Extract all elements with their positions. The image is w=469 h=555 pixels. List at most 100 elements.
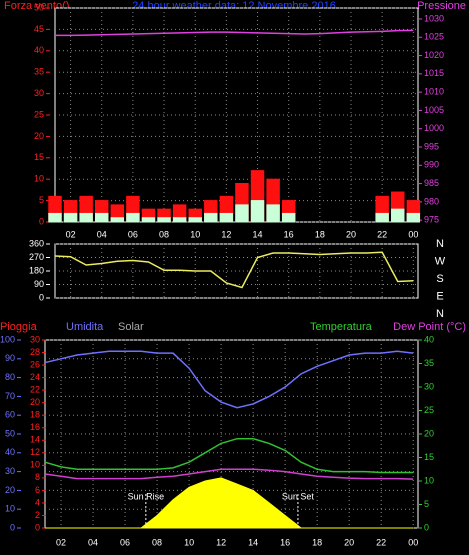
y-tick-label: 50: [5, 428, 15, 438]
line: [44, 468, 414, 480]
x-tick-label: 12: [221, 229, 231, 239]
y-tick-label: 40: [34, 45, 44, 55]
y-tick-label: 26: [30, 359, 40, 369]
bar: [95, 212, 109, 223]
bar: [406, 212, 421, 223]
area: [45, 477, 414, 529]
y-tick-label: 25: [34, 109, 44, 119]
rain-label: Pioggia: [0, 321, 38, 333]
x-tick-label: 04: [88, 537, 98, 547]
bar: [250, 200, 265, 223]
x-tick-label: 06: [120, 537, 130, 547]
bar: [235, 204, 249, 223]
x-tick-label: 00: [408, 537, 418, 547]
compass-label: W: [435, 255, 446, 267]
line: [44, 437, 414, 474]
line: [44, 350, 414, 409]
y-tick-label: 14: [30, 435, 40, 445]
x-tick-label: 08: [152, 537, 162, 547]
compass-label: N: [436, 308, 444, 320]
y-tick-label: 5: [424, 499, 429, 509]
bar: [157, 217, 171, 223]
y-tick-label: 50: [34, 2, 44, 12]
y-tick-label: 28: [30, 347, 40, 357]
bar: [79, 212, 93, 223]
x-tick-label: 08: [159, 229, 169, 239]
bar: [266, 204, 280, 223]
y-tick-label: 20: [34, 131, 44, 141]
y-tick-label: 360: [29, 238, 44, 248]
x-tick-label: 22: [377, 229, 387, 239]
y-tick-label: 990: [424, 160, 439, 170]
x-tick-label: 18: [315, 229, 325, 239]
y-tick-label: 0: [39, 216, 44, 226]
y-tick-label: 10: [424, 475, 434, 485]
y-tick-label: 90: [5, 353, 15, 363]
x-tick-label: 16: [284, 229, 294, 239]
y-tick-label: 8: [35, 472, 40, 482]
bar: [188, 217, 202, 223]
y-tick-label: 90: [34, 279, 44, 289]
dew-point-label: Dew Point (°C): [393, 321, 466, 333]
y-tick-label: 4: [35, 497, 40, 507]
bar: [48, 212, 62, 223]
x-tick-label: 14: [248, 537, 258, 547]
x-tick-label: 16: [280, 537, 290, 547]
y-tick-label: 0: [39, 292, 44, 302]
y-tick-label: 30: [5, 466, 15, 476]
y-tick-label: 15: [34, 152, 44, 162]
bar: [204, 212, 218, 223]
y-tick-label: 2: [35, 510, 40, 520]
y-tick-label: 1025: [424, 32, 444, 42]
bar: [172, 217, 187, 223]
y-tick-label: 20: [30, 397, 40, 407]
y-tick-label: 1020: [424, 50, 444, 60]
annotation: Sun Set: [282, 491, 315, 501]
y-tick-label: 975: [424, 215, 439, 225]
bar: [126, 212, 140, 223]
line: [55, 29, 414, 37]
y-tick-label: 80: [5, 372, 15, 382]
y-tick-label: 270: [29, 252, 44, 262]
y-tick-label: 6: [35, 485, 40, 495]
bar: [391, 208, 405, 223]
y-tick-label: 985: [424, 178, 439, 188]
temperature-label: Temperatura: [310, 321, 373, 333]
y-tick-label: 12: [30, 447, 40, 457]
x-tick-label: 02: [66, 229, 76, 239]
compass-label: E: [436, 290, 443, 302]
y-tick-label: 30: [30, 334, 40, 344]
y-tick-label: 995: [424, 141, 439, 151]
humidity-label: Umidita: [66, 321, 104, 333]
y-tick-label: 40: [5, 447, 15, 457]
y-tick-label: 70: [5, 391, 15, 401]
annotation: Sun Rise: [128, 491, 165, 501]
wind-label: Forza vento(): [4, 0, 69, 12]
y-tick-label: 5: [39, 195, 44, 205]
y-tick-label: 980: [424, 196, 439, 206]
y-tick-label: 20: [5, 485, 15, 495]
bar: [63, 212, 78, 223]
y-tick-label: 30: [34, 88, 44, 98]
x-tick-label: 00: [408, 229, 418, 239]
y-tick-label: 22: [30, 385, 40, 395]
y-tick-label: 35: [424, 358, 434, 368]
y-tick-label: 45: [34, 24, 44, 34]
y-tick-label: 1010: [424, 87, 444, 97]
y-tick-label: 10: [30, 460, 40, 470]
x-tick-label: 06: [128, 229, 138, 239]
y-tick-label: 15: [424, 452, 434, 462]
y-tick-label: 20: [424, 428, 434, 438]
y-tick-label: 10: [5, 504, 15, 514]
y-tick-label: 18: [30, 410, 40, 420]
y-tick-label: 16: [30, 422, 40, 432]
y-tick-label: 40: [424, 334, 434, 344]
x-tick-label: 12: [216, 537, 226, 547]
bar: [281, 212, 296, 223]
x-tick-label: 10: [190, 229, 200, 239]
y-tick-label: 30: [424, 381, 434, 391]
y-tick-label: 0: [35, 522, 40, 532]
x-tick-label: 18: [312, 537, 322, 547]
x-tick-label: 20: [344, 537, 354, 547]
